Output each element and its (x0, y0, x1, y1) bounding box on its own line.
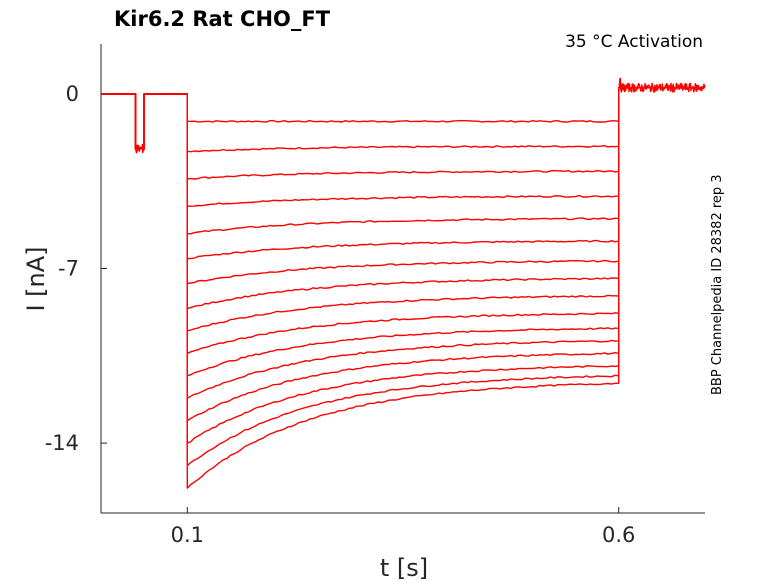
chart-title: Kir6.2 Rat CHO_FT (114, 7, 331, 31)
source-note: BBP Channelpedia ID 28382 rep 3 (710, 174, 725, 395)
current-trace-3 (101, 87, 705, 180)
current-traces (101, 77, 706, 489)
axis-ticks: 0.1 0.6 0 -7 -14 (45, 82, 636, 547)
current-trace-11 (101, 87, 705, 377)
x-tick-label: 0.6 (602, 523, 635, 547)
current-trace-5 (101, 87, 705, 235)
current-trace-1 (101, 87, 705, 150)
tail-current-trace (618, 77, 706, 93)
current-trace-15 (101, 87, 705, 467)
current-trace-12 (101, 87, 705, 399)
current-trace-16 (101, 87, 705, 489)
y-tick-label: -7 (58, 257, 79, 281)
condition-annotation: 35 °C Activation (565, 32, 703, 52)
x-tick-label: 0.1 (171, 523, 204, 547)
current-trace-10 (101, 87, 705, 354)
current-trace-6 (101, 87, 705, 260)
current-trace-8 (101, 87, 705, 310)
current-trace-13 (101, 87, 705, 422)
current-trace-7 (101, 87, 705, 285)
current-trace-2 (101, 87, 705, 153)
y-tick-label: -14 (45, 431, 79, 455)
prepulse-trace (134, 143, 145, 154)
y-axis-label: I [nA] (22, 246, 50, 311)
y-tick-label: 0 (66, 82, 79, 106)
x-axis-label: t [s] (380, 554, 428, 582)
current-trace-14 (101, 87, 705, 444)
current-trace-9 (101, 87, 705, 332)
current-trace-4 (101, 87, 705, 207)
